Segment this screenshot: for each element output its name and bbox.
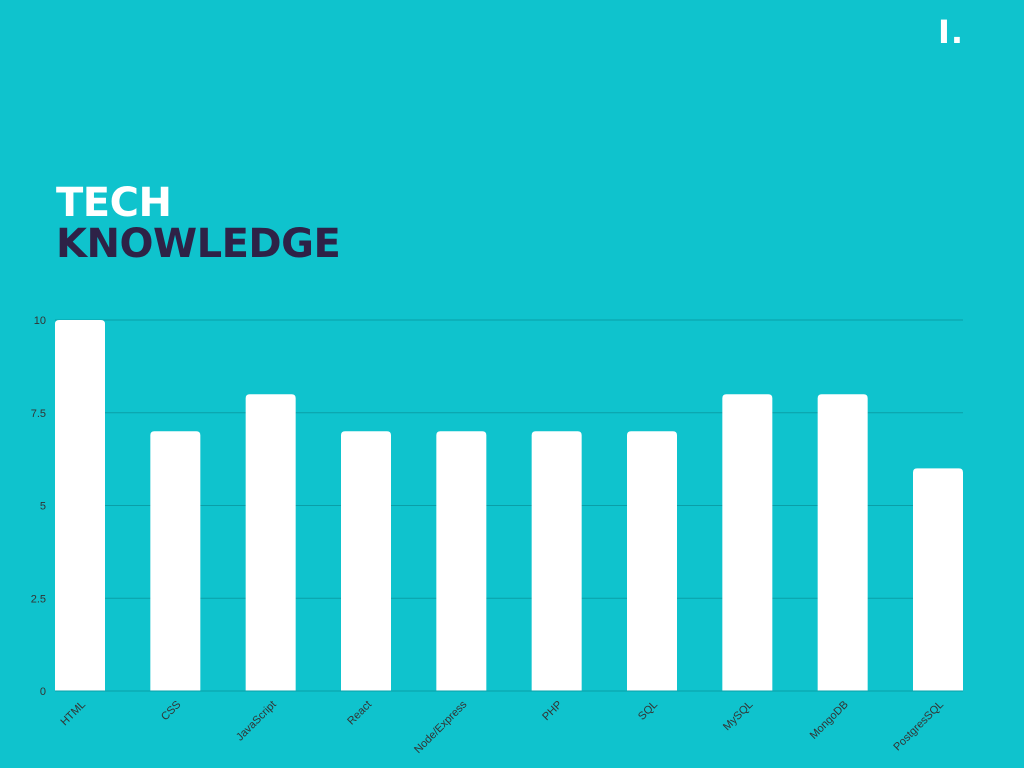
x-tick-label: HTML: [58, 699, 88, 729]
x-tick-label: Node/Express: [412, 698, 470, 756]
bar-html: [55, 320, 105, 691]
x-tick-label: PHP: [540, 699, 564, 723]
x-tick-label: JavaScript: [234, 699, 279, 744]
bar-react: [341, 431, 391, 691]
x-tick-label: MySQL: [721, 699, 755, 733]
page-title: TECH KNOWLEDGE: [56, 180, 341, 267]
x-tick-label: SQL: [636, 699, 660, 723]
bar-mysql: [722, 394, 773, 691]
x-tick-label: MongoDB: [808, 699, 851, 742]
bar-css: [150, 431, 201, 691]
y-tick-label: 10: [34, 315, 46, 327]
y-tick-label: 7.5: [31, 408, 46, 420]
x-tick-label: React: [345, 699, 374, 728]
bar-sql: [627, 431, 677, 691]
bar-mongodb: [817, 394, 868, 691]
brand-logo: I.: [938, 13, 965, 51]
bar-node-express: [436, 431, 487, 691]
bar-php: [531, 431, 582, 691]
y-tick-label: 5: [40, 501, 46, 513]
x-tick-label: CSS: [159, 699, 183, 723]
y-tick-label: 0: [40, 686, 46, 698]
x-tick-label: PostgresSQL: [891, 699, 946, 754]
bar-postgressql: [913, 468, 963, 691]
title-line-knowledge: KNOWLEDGE: [56, 221, 341, 267]
title-line-tech: TECH: [56, 180, 172, 226]
y-tick-label: 2.5: [31, 593, 46, 605]
bar-javascript: [245, 394, 296, 691]
